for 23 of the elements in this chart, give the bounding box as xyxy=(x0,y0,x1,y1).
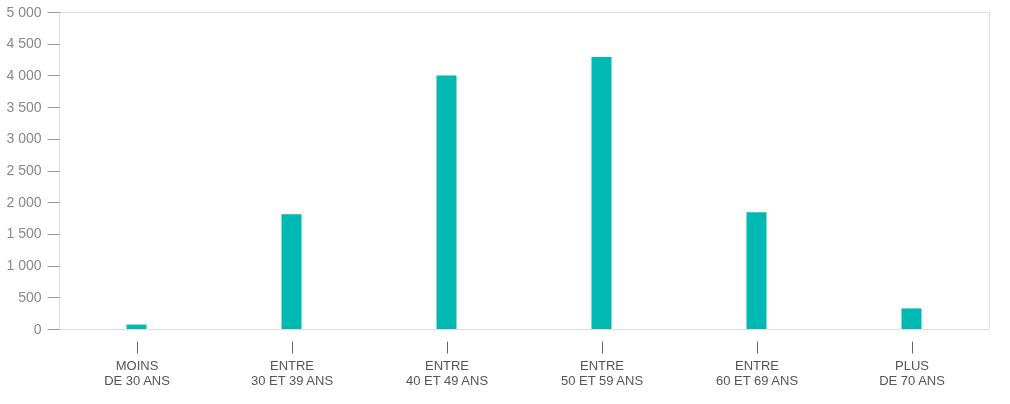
y-tick-label: 5 000 xyxy=(6,3,42,20)
x-tick-label: MOINS DE 30 ANS xyxy=(104,357,171,388)
bar xyxy=(901,308,922,329)
x-tick-label: ENTRE 30 ET 39 ANS xyxy=(250,357,334,388)
y-tick-label: 2 000 xyxy=(6,193,42,210)
y-tick-label: 4 500 xyxy=(6,35,42,52)
y-tick-label: 1 500 xyxy=(6,225,42,242)
y-tick-label: 3 000 xyxy=(6,130,42,147)
x-tick-label: PLUS DE 70 ANS xyxy=(879,357,946,388)
bar xyxy=(126,324,147,329)
y-tick-label: 0 xyxy=(33,320,42,337)
bar xyxy=(746,212,767,329)
y-tick-label: 500 xyxy=(18,288,42,305)
x-tick-label: ENTRE 60 ET 69 ANS xyxy=(715,357,799,388)
x-tick-label: ENTRE 50 ET 59 ANS xyxy=(560,357,644,388)
y-tick-label: 4 000 xyxy=(6,66,42,83)
bar xyxy=(591,57,612,329)
y-tick-label: 3 500 xyxy=(6,98,42,115)
x-tick-label: ENTRE 40 ET 49 ANS xyxy=(405,357,489,388)
bar xyxy=(281,214,302,329)
bar xyxy=(436,75,457,329)
y-tick-label: 1 000 xyxy=(6,257,42,274)
y-tick-label: 2 500 xyxy=(6,162,42,178)
